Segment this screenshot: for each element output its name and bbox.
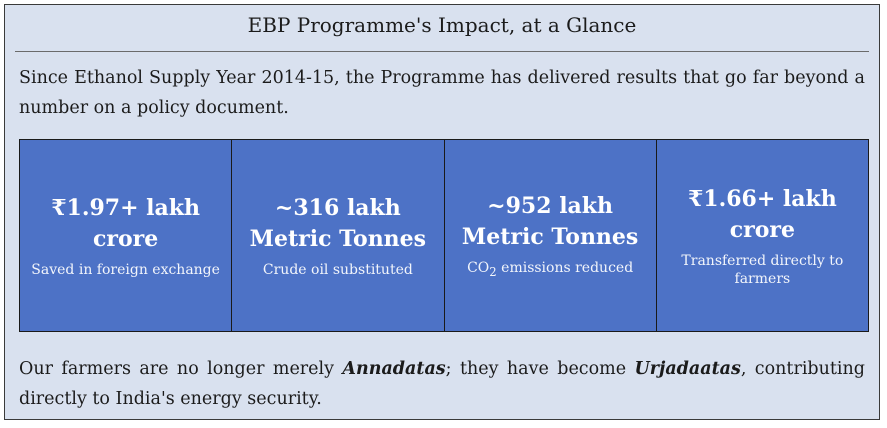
term-urjadaatas: Urjadaatas	[634, 359, 741, 379]
stat-value: ~952 lakh Metric Tonnes	[461, 192, 639, 250]
stat-value: ₹1.97+ lakh crore	[51, 194, 201, 252]
closing-text-2: ; they have become	[445, 359, 635, 379]
stat-farmer-transfers: ₹1.66+ lakh crore Transferred directly t…	[656, 140, 868, 331]
impact-summary-box: EBP Programme's Impact, at a Glance Sinc…	[4, 4, 880, 420]
co2-subscript: 2	[489, 264, 497, 279]
stat-description: Crude oil substituted	[262, 261, 413, 278]
stat-value: ₹1.66+ lakh crore	[687, 185, 837, 243]
co2-prefix: CO	[467, 259, 490, 276]
stat-description: CO2 emissions reduced	[467, 259, 633, 281]
intro-paragraph: Since Ethanol Supply Year 2014-15, the P…	[19, 68, 865, 118]
stat-value: ~316 lakh Metric Tonnes	[249, 194, 427, 252]
box-title: EBP Programme's Impact, at a Glance	[247, 13, 637, 37]
stats-grid: ₹1.97+ lakh crore Saved in foreign excha…	[19, 139, 869, 332]
stat-co2-reduced: ~952 lakh Metric Tonnes CO2 emissions re…	[444, 140, 657, 331]
term-annadatas: Annadatas	[342, 359, 446, 379]
closing-text-1: Our farmers are no longer merely	[19, 359, 343, 379]
title-divider	[15, 51, 869, 52]
stat-forex-savings: ₹1.97+ lakh crore Saved in foreign excha…	[20, 140, 233, 331]
co2-suffix: emissions reduced	[496, 259, 634, 276]
stat-crude-substituted: ~316 lakh Metric Tonnes Crude oil substi…	[232, 140, 445, 331]
closing-text-3: , contributing directly to India's energ…	[19, 359, 865, 409]
stat-description: Transferred directly to farmers	[681, 252, 844, 287]
stat-description: Saved in foreign exchange	[31, 261, 220, 278]
closing-paragraph: Our farmers are no longer merely Annadat…	[19, 354, 865, 414]
